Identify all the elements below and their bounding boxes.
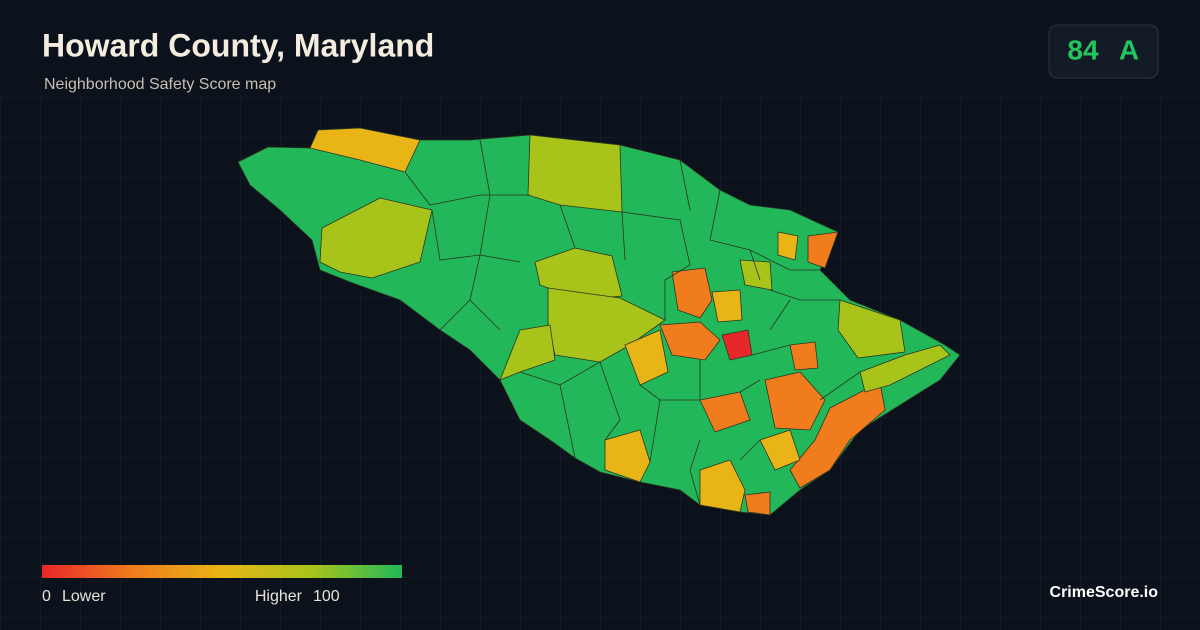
- county-map: [237, 127, 961, 516]
- legend-min-label: Lower: [62, 588, 106, 605]
- region: [764, 371, 826, 431]
- score-badge: [1048, 24, 1159, 79]
- region: [789, 341, 819, 371]
- region: [309, 127, 421, 173]
- district-lines: [404, 139, 861, 506]
- region: [604, 429, 651, 483]
- region: [789, 381, 886, 489]
- region: [659, 321, 721, 361]
- legend-min: 0: [42, 588, 51, 605]
- region: [739, 259, 773, 291]
- region: [744, 491, 771, 516]
- region: [859, 344, 951, 393]
- region: [699, 391, 751, 433]
- region: [319, 197, 433, 279]
- region: [699, 459, 746, 513]
- subtitle: Neighborhood Safety Score map: [44, 76, 276, 93]
- grade: A: [1119, 34, 1139, 65]
- region: [777, 231, 799, 261]
- legend-max: 100: [313, 588, 340, 605]
- title: Howard County, Maryland: [42, 27, 434, 63]
- region: [499, 324, 556, 381]
- region: [759, 429, 801, 471]
- score: 84: [1067, 34, 1099, 65]
- brand: CrimeScore.io: [1050, 584, 1159, 601]
- region: [527, 134, 623, 213]
- region: [837, 299, 906, 359]
- region: [624, 329, 669, 386]
- region: [807, 231, 839, 269]
- region: [711, 289, 743, 323]
- legend-max-label: Higher: [255, 588, 303, 605]
- legend-gradient: [42, 565, 402, 578]
- region: [671, 267, 713, 319]
